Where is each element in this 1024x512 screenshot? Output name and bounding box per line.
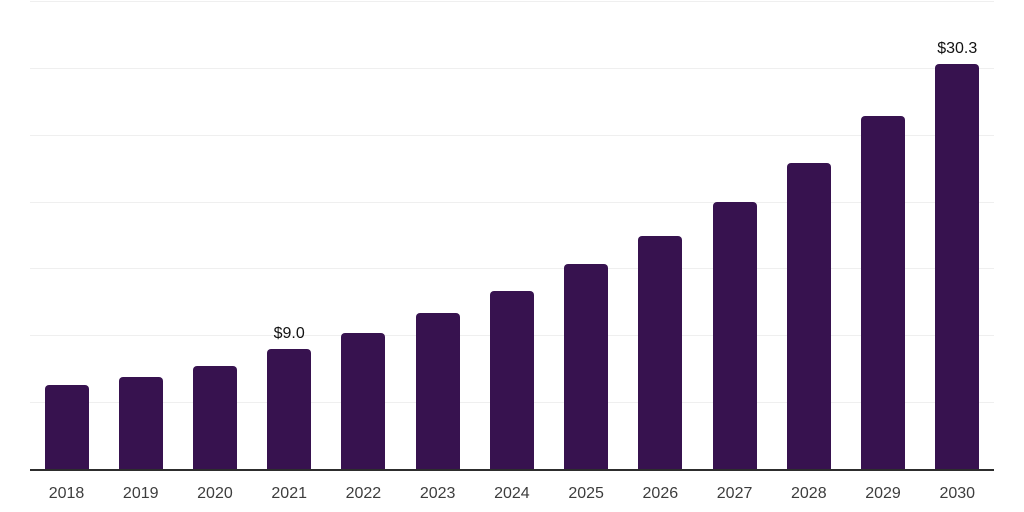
bar-2030 <box>935 63 980 469</box>
value-label-2030: $30.3 <box>937 39 978 57</box>
gridline <box>30 201 994 203</box>
x-axis-label-2018: 2018 <box>48 485 85 502</box>
x-axis-label-2021: 2021 <box>271 485 307 502</box>
bar-2022 <box>341 332 386 469</box>
x-axis-label-2020: 2020 <box>197 485 233 502</box>
value-label-2021: $9.0 <box>273 324 305 342</box>
x-axis-label-2024: 2024 <box>494 485 530 502</box>
bar-2026 <box>638 236 683 469</box>
plot-area: $9.0 $30.3 <box>30 1 994 471</box>
x-axis-line <box>30 469 994 471</box>
bar-2019 <box>118 376 163 469</box>
bar-2020 <box>192 366 237 469</box>
bar-2028 <box>786 162 831 469</box>
x-axis-label-2025: 2025 <box>568 485 604 502</box>
x-axis-label-2028: 2028 <box>791 485 827 502</box>
bar-2021 <box>267 348 312 469</box>
x-axis-label-2027: 2027 <box>716 485 753 502</box>
x-axis-label-2019: 2019 <box>122 485 159 502</box>
bar-2023 <box>415 312 460 469</box>
bar-2024 <box>489 291 534 469</box>
bar-2025 <box>564 264 609 469</box>
bar-2027 <box>712 201 757 469</box>
x-axis-label-2023: 2023 <box>419 485 456 502</box>
x-axis-label-2022: 2022 <box>345 485 382 502</box>
gridline <box>30 1 994 2</box>
bar-2018 <box>44 384 89 469</box>
x-axis-label-2029: 2029 <box>865 485 901 502</box>
x-axis-label-2030: 2030 <box>939 485 976 502</box>
bar-2029 <box>861 116 906 469</box>
gridline <box>30 134 994 136</box>
x-axis-label-2026: 2026 <box>642 485 679 502</box>
gridline <box>30 67 994 69</box>
gridline <box>30 268 994 270</box>
